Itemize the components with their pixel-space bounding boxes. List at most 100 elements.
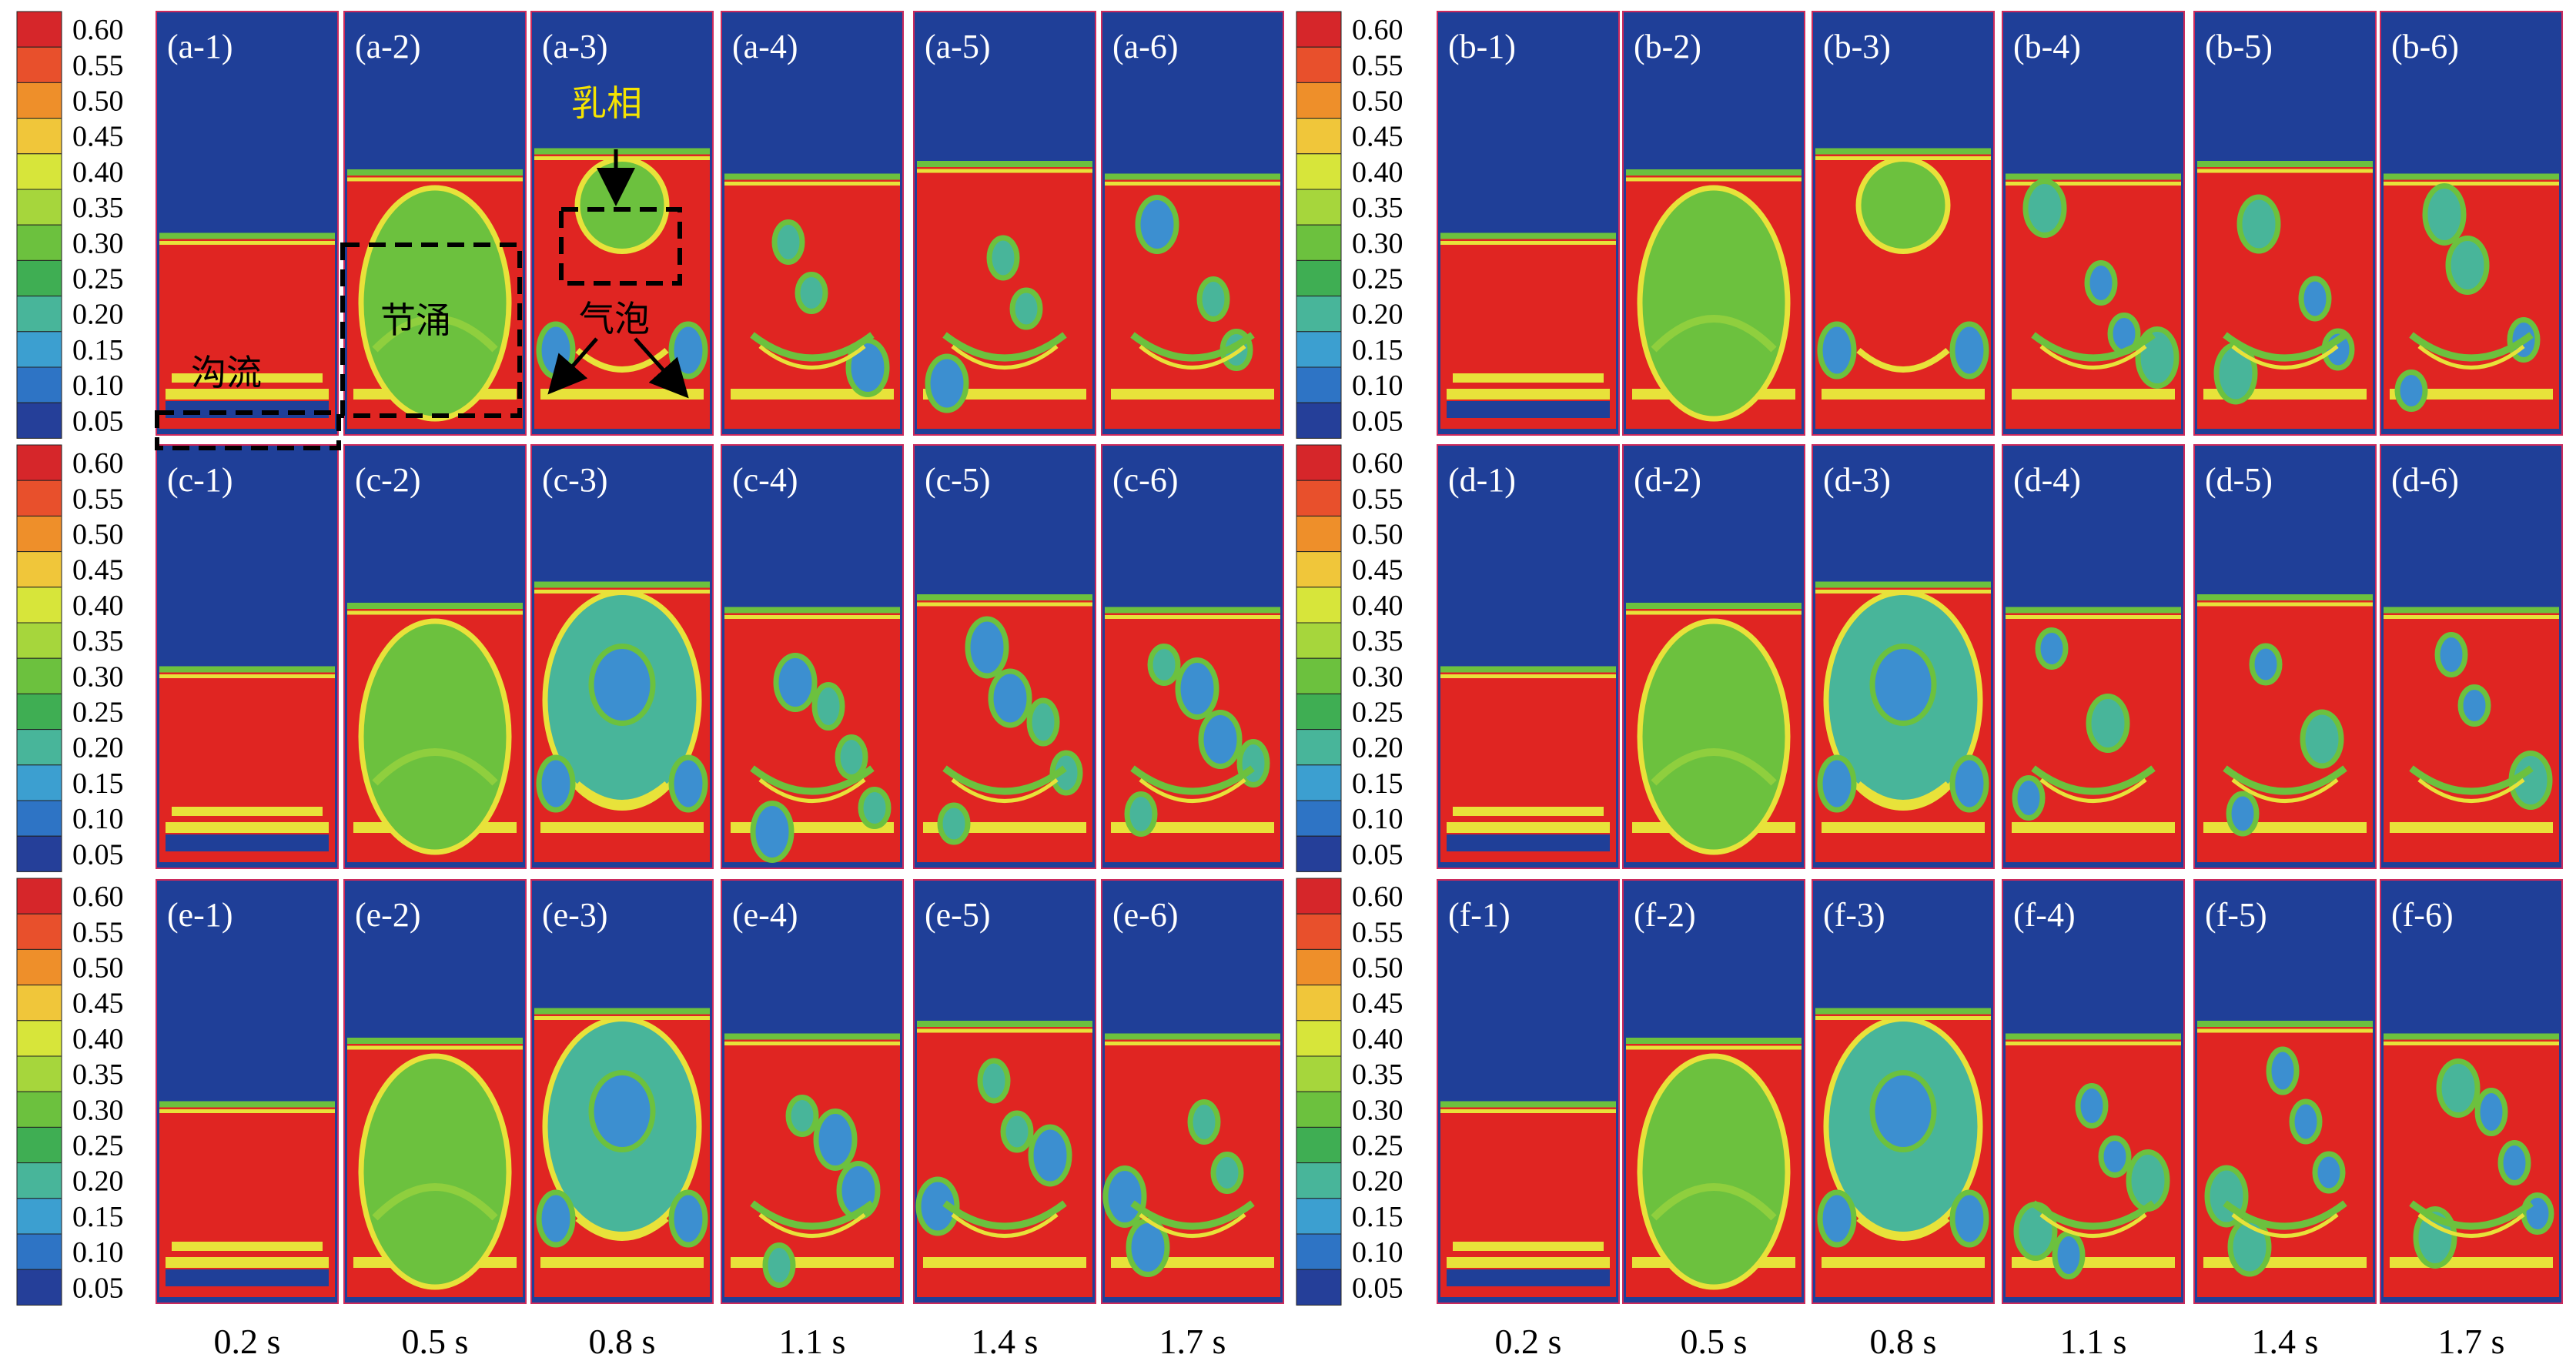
panel-frame [2193, 879, 2377, 1304]
contour-band [172, 373, 323, 383]
time-label: 0.8 s [589, 1322, 656, 1361]
time-label: 1.1 s [2060, 1322, 2127, 1361]
colorbar-swatch [1296, 913, 1342, 950]
panel-frame [2193, 444, 2377, 869]
colorbar-swatch [1296, 118, 1342, 155]
dense-phase [1105, 176, 1280, 429]
colorbar-swatch [16, 693, 62, 731]
contour-band [166, 822, 329, 833]
colorbar-tick-label: 0.15 [1352, 1201, 1403, 1233]
contour-band [1447, 401, 1610, 418]
colorbar-tick-label: 0.50 [72, 85, 124, 118]
contour-blob [2226, 791, 2260, 837]
colorbar-swatch [16, 1055, 62, 1092]
contour-blob [1869, 644, 1937, 726]
contour-band [166, 1257, 329, 1268]
wake-arc [1856, 1216, 1950, 1241]
panel-e-2: (e-2) [343, 879, 527, 1304]
colorbar-swatch [16, 118, 62, 155]
colorbar-tick-label: 0.05 [1352, 1272, 1403, 1304]
contour-band [166, 1269, 329, 1286]
contour-band [166, 401, 329, 418]
dense-phase [1440, 1104, 1616, 1297]
panel-label: (e-1) [167, 896, 233, 934]
panel-frame [913, 879, 1096, 1304]
panel-a-2: (a-2) [343, 11, 527, 436]
channeling-box [155, 410, 341, 450]
contour-blob [1817, 321, 1857, 380]
panel-label: (b-3) [1823, 28, 1891, 65]
panel-frame [156, 879, 339, 1304]
panel-label: (c-5) [925, 461, 991, 499]
panel-e-3: (e-3) [530, 879, 714, 1304]
panel-frame [1101, 444, 1284, 869]
panel-b-6: (b-6) [2380, 11, 2563, 436]
panel-frame [1101, 11, 1284, 436]
colorbar-tick-label: 0.35 [1352, 192, 1403, 224]
contour-band [2390, 834, 2553, 851]
contour-band [2012, 401, 2175, 418]
colorbar-tick-label: 0.25 [1352, 1130, 1403, 1162]
wake-arc-inner [2231, 1213, 2339, 1238]
contour-blob [965, 616, 1009, 679]
panel-d-1: (d-1) [1437, 444, 1620, 869]
wake-arc [750, 765, 875, 795]
wake-arc-inner [2231, 778, 2339, 803]
contour-blob [536, 1189, 576, 1248]
panel-label: (c-6) [1112, 461, 1179, 499]
colorbar-swatch [1296, 657, 1342, 694]
panel-b-3: (b-3) [1812, 11, 1995, 436]
panel-e-5: (e-5) [913, 879, 1096, 1304]
contour-blob [1855, 156, 1951, 254]
colorbar-tick-label: 0.05 [72, 1272, 124, 1304]
panel-label: (b-5) [2205, 28, 2273, 65]
contour-band [2390, 389, 2553, 400]
colorbar-swatch [1296, 622, 1342, 659]
colorbar-tick-label: 0.20 [72, 1165, 124, 1198]
colorbar-swatch [16, 587, 62, 624]
contour-blob [771, 219, 805, 265]
panel-a-3: (a-3) [530, 11, 714, 436]
contour-blob [2394, 370, 2428, 412]
slugging-label: 节涌 [380, 301, 451, 340]
panel-frame [1622, 444, 1805, 869]
panel-d-5: (d-5) [2193, 444, 2377, 869]
colorbar-tick-label: 0.60 [72, 881, 124, 913]
colorbar-tick-label: 0.30 [1352, 227, 1403, 259]
contour-band [2012, 834, 2175, 851]
contour-blob [536, 754, 576, 813]
colorbar-tick-label: 0.10 [72, 1236, 124, 1269]
panel-frame [1437, 444, 1620, 869]
contour-blob [813, 1109, 858, 1171]
contour-band [1447, 389, 1610, 400]
bubble-arrow-left [547, 337, 598, 395]
colorbar-swatch [1296, 948, 1342, 986]
colorbar-swatch [1296, 693, 1342, 731]
panel-b-1: (b-1) [1437, 11, 1620, 436]
colorbar: 0.600.55 0.500.450.400.350.30 0.250.200.15… [1296, 444, 1403, 872]
contour-band [540, 822, 704, 833]
contour-blob [1210, 1152, 1244, 1194]
colorbar-tick-label: 0.25 [72, 697, 124, 729]
wake-arc-inner [1139, 778, 1246, 803]
panel-frame [156, 444, 339, 869]
contour-blob [1198, 710, 1243, 769]
colorbar-swatch [1296, 800, 1342, 837]
wake-arc-inner [2417, 778, 2525, 803]
slug-core [1651, 1183, 1777, 1221]
contour-blob [1196, 276, 1230, 322]
panel-label: (a-6) [1112, 28, 1179, 65]
wake-arc [1130, 765, 1255, 795]
contour-blob [2052, 1231, 2086, 1279]
panel-a-5: (a-5) [913, 11, 1096, 436]
wake-arc [2409, 765, 2534, 795]
panel-d-6: (d-6) [2380, 444, 2563, 869]
panel-label: (e-3) [542, 896, 608, 934]
colorbar-swatch [1296, 331, 1342, 368]
contour-band [731, 401, 894, 418]
colorbar-swatch [1296, 46, 1342, 83]
contour-blob [2075, 1083, 2109, 1129]
panel-label: (a-5) [925, 28, 991, 65]
colorbar-tick-label: 0.60 [72, 14, 124, 46]
wake-arc [942, 332, 1067, 362]
